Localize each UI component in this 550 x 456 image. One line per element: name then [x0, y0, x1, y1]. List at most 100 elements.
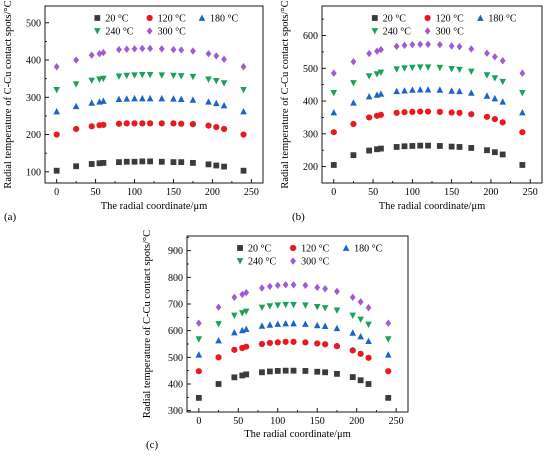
series-2 — [53, 120, 247, 138]
data-point — [401, 41, 408, 50]
x-axis-label: The radial coordinate/μm — [379, 201, 486, 212]
data-point — [72, 81, 80, 88]
data-point — [417, 142, 424, 149]
data-point — [384, 351, 392, 358]
data-point — [519, 129, 526, 136]
data-point — [73, 163, 80, 170]
y-axis-label: Radial temperature of C-Cu contact spots… — [3, 0, 14, 188]
data-point — [467, 68, 475, 76]
data-point — [357, 298, 364, 306]
data-point — [290, 367, 297, 374]
data-point — [416, 86, 424, 93]
x-tick-label: 250 — [244, 187, 259, 198]
data-point — [365, 73, 373, 80]
series-5 — [53, 44, 247, 71]
data-point — [215, 337, 222, 344]
data-point — [266, 282, 273, 291]
data-point — [239, 372, 246, 379]
data-point — [350, 152, 357, 159]
data-point — [349, 312, 357, 319]
x-tick-label: 200 — [205, 187, 220, 198]
legend-label: 180 °C — [210, 14, 238, 25]
legend-marker — [198, 14, 206, 21]
data-point — [350, 99, 357, 106]
data-point — [53, 107, 60, 115]
legend-label: 20 °C — [248, 244, 271, 255]
data-point — [330, 129, 337, 136]
data-point — [100, 75, 107, 83]
series-3 — [330, 86, 526, 116]
data-point — [456, 87, 463, 95]
data-point — [491, 115, 498, 123]
data-point — [401, 87, 408, 94]
data-point — [417, 40, 424, 49]
data-point — [139, 120, 146, 127]
x-tick-label: 200 — [349, 416, 364, 427]
data-point — [448, 66, 455, 73]
data-point — [499, 119, 506, 126]
data-point — [259, 284, 265, 292]
y-tick-label: 800 — [168, 273, 183, 284]
data-point — [96, 160, 103, 167]
data-point — [393, 42, 400, 51]
data-point — [349, 374, 356, 380]
x-tick-label: 0 — [196, 416, 201, 427]
data-point — [282, 338, 289, 345]
series-1 — [330, 142, 526, 168]
data-point — [401, 109, 408, 116]
data-point — [242, 325, 250, 332]
data-point — [221, 55, 227, 63]
data-point — [177, 73, 185, 80]
data-point — [334, 370, 340, 377]
data-point — [195, 319, 202, 327]
data-point — [100, 159, 107, 166]
data-point — [266, 303, 274, 310]
y-tick-label: 200 — [26, 130, 41, 141]
data-point — [123, 95, 131, 102]
data-point — [436, 86, 444, 93]
data-point — [491, 149, 498, 156]
data-point — [483, 92, 491, 99]
data-point — [385, 368, 392, 375]
data-point — [350, 120, 357, 128]
data-point — [436, 40, 443, 49]
panel-label: (a) — [4, 211, 17, 223]
data-point — [146, 72, 154, 79]
data-point — [333, 324, 341, 332]
y-tick-label: 500 — [26, 18, 41, 29]
y-axis-label: Radial temperature of C-Cu contact spots… — [142, 230, 153, 418]
legend-marker — [289, 244, 297, 252]
data-point — [195, 351, 203, 358]
data-point — [322, 341, 329, 348]
data-point — [215, 354, 222, 361]
data-point — [258, 322, 266, 329]
panel-label: (b) — [292, 211, 305, 223]
data-point — [266, 321, 274, 328]
data-point — [357, 377, 364, 384]
x-tick-label: 50 — [368, 187, 378, 198]
data-point — [365, 304, 372, 312]
data-point — [302, 368, 309, 374]
x-tick-label: 150 — [166, 187, 181, 198]
data-point — [73, 56, 80, 64]
data-point — [189, 96, 197, 103]
data-point — [377, 111, 385, 118]
data-point — [147, 44, 154, 53]
data-point — [409, 143, 416, 149]
data-point — [366, 147, 373, 154]
data-point — [231, 293, 238, 302]
data-point — [231, 374, 238, 381]
data-point — [178, 120, 185, 127]
data-point — [333, 343, 341, 350]
data-point — [96, 76, 103, 83]
x-tick-label: 100 — [127, 187, 142, 198]
data-point — [205, 76, 212, 83]
legend-marker — [477, 14, 484, 21]
x-axis-label: The radial coordinate/μm — [101, 201, 208, 212]
data-point — [231, 346, 238, 353]
data-point — [330, 89, 338, 97]
data-point — [456, 42, 463, 51]
data-point — [213, 124, 220, 131]
data-point — [88, 77, 96, 85]
data-point — [131, 158, 138, 165]
